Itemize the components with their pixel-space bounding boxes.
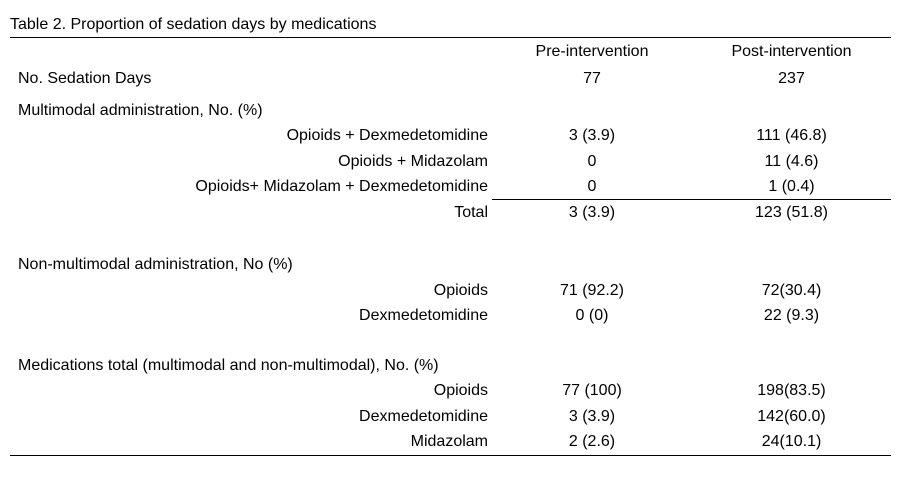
bottom-rule [10, 455, 891, 456]
row-post-value: 123 (51.8) [755, 204, 828, 221]
sedation-days-label: No. Sedation Days [18, 70, 152, 87]
row-label: Midazolam [410, 433, 488, 450]
row-post-value: 1 (0.4) [768, 178, 815, 195]
row-post-value: 11 (4.6) [764, 153, 819, 170]
section-heading-medications-total: Medications total (multimodal and non-mu… [18, 357, 439, 374]
row-post-value: 72(30.4) [761, 282, 822, 299]
subtotal-rule [492, 199, 891, 200]
column-header-pre: Pre-intervention [535, 43, 649, 60]
section-heading-multimodal: Multimodal administration, No. (%) [18, 102, 263, 119]
row-post-value: 111 (46.8) [756, 127, 827, 144]
row-label: Opioids [433, 282, 488, 299]
row-pre-value: 77 (100) [562, 382, 622, 399]
row-pre-value: 2 (2.6) [568, 433, 616, 450]
row-post-value: 22 (9.3) [763, 307, 820, 324]
section-heading-non-multimodal: Non-multimodal administration, No (%) [18, 256, 293, 273]
row-pre-value: 3 (3.9) [568, 204, 616, 221]
top-rule [10, 37, 891, 38]
row-label: Opioids + Midazolam [338, 153, 488, 170]
row-post-value: 24(10.1) [761, 433, 822, 450]
row-pre-value: 0 [587, 153, 597, 170]
row-post-value: 142(60.0) [757, 408, 826, 425]
row-label: Dexmedetomidine [359, 408, 488, 425]
row-label: Opioids + Dexmedetomidine [286, 127, 488, 144]
row-pre-value: 3 (3.9) [568, 127, 616, 144]
row-label: Total [454, 204, 488, 221]
row-label: Opioids [433, 382, 488, 399]
table-title: Table 2. Proportion of sedation days by … [10, 16, 377, 33]
sedation-days-pre: 77 [583, 70, 601, 87]
row-post-value: 198(83.5) [757, 382, 826, 399]
row-pre-value: 3 (3.9) [568, 408, 616, 425]
row-pre-value: 71 (92.2) [559, 282, 625, 299]
sedation-days-post: 237 [778, 70, 805, 87]
column-header-post: Post-intervention [731, 43, 852, 60]
row-pre-value: 0 (0) [575, 307, 609, 324]
row-pre-value: 0 [587, 178, 597, 195]
row-label: Dexmedetomidine [359, 307, 488, 324]
row-label: Opioids+ Midazolam + Dexmedetomidine [195, 178, 488, 195]
